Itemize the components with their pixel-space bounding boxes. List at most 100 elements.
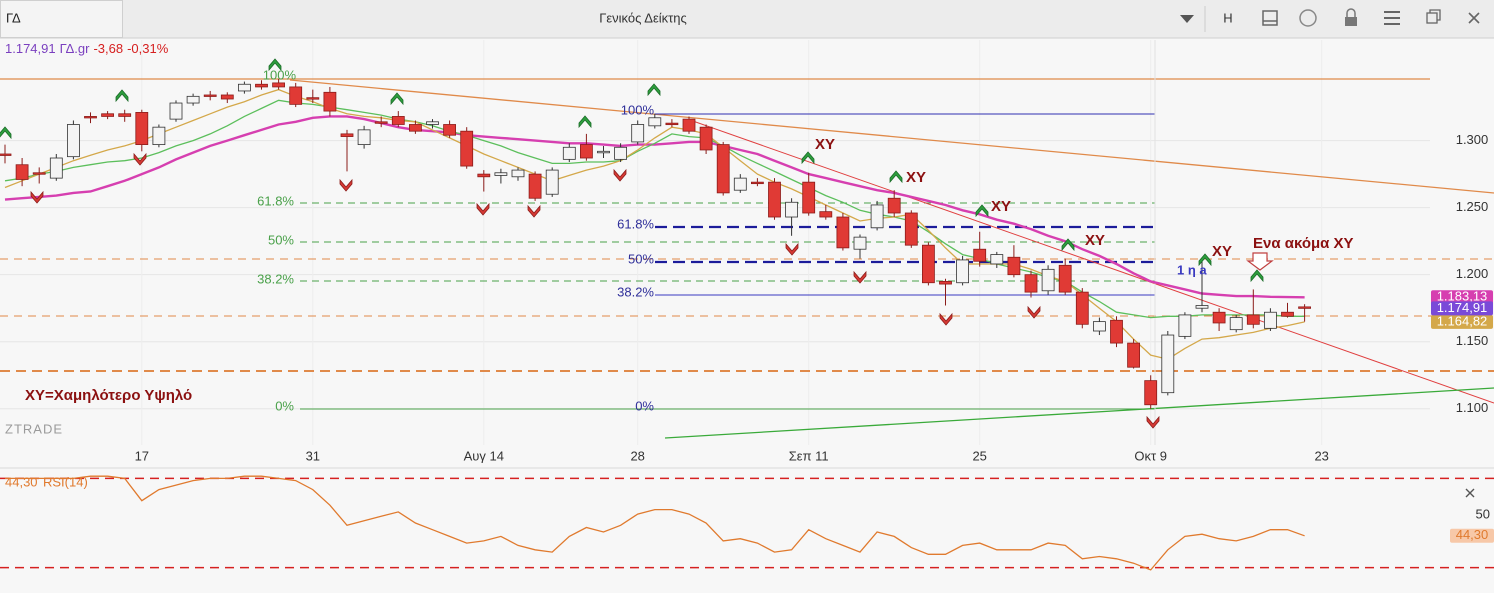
- down-signal: [1027, 305, 1041, 319]
- ma-line: [4, 115, 1305, 299]
- candle-body: [169, 102, 183, 120]
- candle-body: [67, 124, 80, 158]
- candle-body: [1161, 334, 1175, 394]
- down-signal: [30, 190, 44, 204]
- candle-body: [323, 91, 337, 112]
- title-bar: [0, 0, 1494, 38]
- fib-label: 38.2%: [257, 271, 294, 286]
- quote-price: 1.174,91: [5, 41, 56, 56]
- lock-icon[interactable]: [1345, 17, 1357, 26]
- candle-body: [426, 121, 439, 125]
- x-tick-label: 31: [306, 448, 320, 463]
- down-signal: [527, 204, 541, 218]
- price-tag: [1431, 301, 1493, 316]
- candle-body: [1024, 274, 1038, 293]
- candle-body: [648, 117, 662, 127]
- x-tick-label: 28: [630, 448, 644, 463]
- candle-body: [1212, 311, 1226, 324]
- candle-body: [956, 259, 969, 284]
- down-signal: [613, 168, 627, 182]
- candle-body: [665, 122, 679, 126]
- xy-label: XY: [1212, 243, 1232, 260]
- candle-body: [1246, 314, 1260, 325]
- panel-icon[interactable]: [1262, 10, 1278, 26]
- up-signal: [0, 126, 12, 140]
- y-tick-label: 1.100: [1456, 400, 1489, 415]
- candle-body: [939, 280, 952, 285]
- candle-body: [597, 150, 610, 154]
- h-button[interactable]: H: [1223, 10, 1232, 25]
- menu-icon[interactable]: [1384, 11, 1400, 25]
- candle-body: [614, 146, 627, 160]
- fib-label: 61.8%: [617, 216, 654, 231]
- candle-body: [357, 129, 371, 146]
- quote-icon[interactable]: [1299, 9, 1317, 27]
- candle-body: [682, 118, 696, 132]
- candle-body: [511, 169, 525, 178]
- close-icon[interactable]: [1468, 12, 1480, 24]
- window-title: Γενικός Δείκτης: [599, 10, 687, 25]
- x-tick-label: 17: [135, 448, 149, 463]
- candle-body: [904, 212, 918, 246]
- candle-body: [340, 133, 354, 137]
- candle-body: [118, 113, 132, 117]
- candle-body: [1144, 380, 1158, 406]
- rsi-value: 44,30: [5, 474, 38, 489]
- y-tick-label: 1.200: [1456, 266, 1489, 281]
- hollow-arrow: [1246, 252, 1274, 271]
- candle-body: [973, 248, 987, 262]
- candle-body: [0, 153, 12, 156]
- candle-body: [922, 244, 935, 284]
- candle-body: [289, 86, 303, 105]
- candle-body: [751, 181, 764, 185]
- candle-body: [768, 181, 781, 218]
- price-tag: [1431, 290, 1493, 305]
- up-signal: [889, 170, 903, 184]
- down-signal: [476, 202, 490, 216]
- fib-label: 100%: [263, 67, 297, 82]
- candle-body: [306, 97, 320, 100]
- symbol-box[interactable]: [0, 0, 123, 38]
- quote-change-pct: -0,31%: [127, 41, 169, 56]
- candle-body: [545, 169, 559, 195]
- up-signal: [390, 92, 404, 106]
- ma-line: [4, 99, 1305, 319]
- candle-body: [272, 82, 286, 88]
- candle-body: [374, 121, 388, 124]
- candle-body: [49, 157, 63, 179]
- up-signal: [975, 204, 989, 218]
- drawings: [0, 40, 1494, 445]
- restore-icon-back: [1429, 9, 1441, 21]
- candle-body: [1110, 319, 1123, 344]
- candle-body: [477, 173, 491, 178]
- price-tag-label: 1.174,91: [1437, 300, 1488, 315]
- symbol: ΓΔ: [6, 10, 21, 25]
- candle-body: [32, 172, 46, 175]
- y-tick-label: 1.150: [1456, 333, 1489, 348]
- down-signal: [339, 178, 353, 192]
- candle-body: [135, 112, 149, 146]
- candle-body: [101, 113, 114, 117]
- xy-label: XY: [1085, 232, 1105, 249]
- candle-body: [255, 83, 268, 88]
- wave-label: 1 η a: [1177, 262, 1207, 277]
- fib-label: 0%: [275, 398, 294, 413]
- candle-body: [203, 94, 217, 97]
- x-tick-label: 25: [972, 448, 986, 463]
- rsi-close-icon[interactable]: [1465, 488, 1475, 498]
- candle-body: [408, 124, 422, 132]
- up-signal: [115, 89, 129, 103]
- xy-label: XY: [815, 136, 835, 153]
- candle-body: [836, 216, 850, 249]
- candle-body: [391, 116, 405, 125]
- dropdown-icon[interactable]: [1180, 15, 1194, 23]
- candle-body: [443, 124, 457, 136]
- up-signal: [1250, 269, 1264, 283]
- candle-body: [186, 95, 200, 104]
- restore-icon[interactable]: [1426, 12, 1438, 24]
- candle-body: [853, 236, 867, 250]
- quote-line: 1.174,91 ΓΔ.gr -3,68 -0,31%: [5, 41, 169, 56]
- rsi-name: RSI(14): [43, 474, 88, 489]
